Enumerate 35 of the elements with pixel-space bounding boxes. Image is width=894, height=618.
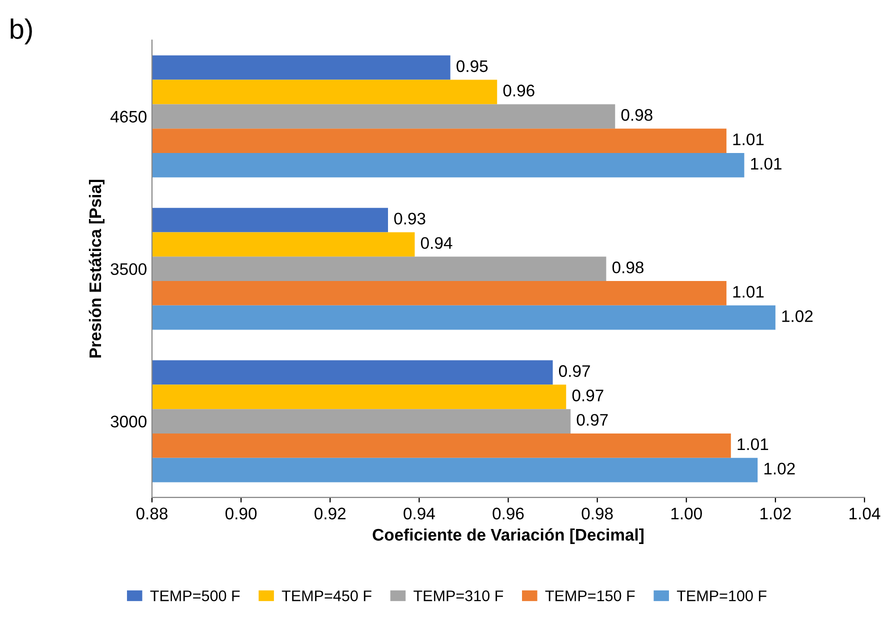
data-label: 1.02 bbox=[764, 462, 795, 475]
data-label: 0.96 bbox=[503, 84, 534, 96]
x-tick-label: 1.02 bbox=[760, 508, 791, 520]
data-label: 0.98 bbox=[612, 262, 644, 274]
data-label: 0.95 bbox=[456, 60, 488, 72]
x-tick-label: 0.96 bbox=[492, 508, 524, 520]
legend-label: TEMP=150 F bbox=[545, 590, 635, 602]
y-tick-label: 4650 bbox=[110, 110, 146, 123]
data-label: 0.97 bbox=[572, 390, 604, 402]
x-tick-label: 1.04 bbox=[850, 508, 880, 520]
x-tick-label: 0.90 bbox=[225, 508, 257, 520]
data-label: 1.01 bbox=[733, 133, 764, 146]
data-label: 0.94 bbox=[420, 237, 452, 249]
y-tick-label: 3500 bbox=[110, 263, 146, 276]
data-label: 0.97 bbox=[576, 414, 608, 426]
data-label: 1.01 bbox=[738, 438, 768, 450]
x-tick-label: 0.94 bbox=[404, 508, 435, 520]
y-axis-title: Presión Estática [Psia] bbox=[88, 180, 104, 358]
data-label: 1.01 bbox=[733, 286, 764, 298]
data-label: 1.02 bbox=[782, 310, 813, 322]
data-label: 0.98 bbox=[621, 109, 652, 121]
legend-label: TEMP=450 F bbox=[282, 590, 372, 602]
y-tick-label: 3000 bbox=[110, 416, 146, 428]
legend-label: TEMP=100 F bbox=[676, 590, 766, 602]
data-label: 0.97 bbox=[558, 365, 590, 377]
data-label: 1.01 bbox=[751, 158, 782, 170]
text: b) bbox=[10, 18, 32, 44]
x-axis-title: Coeficiente de Variación [Decimal] bbox=[372, 528, 644, 544]
legend-label: TEMP=500 F bbox=[150, 590, 240, 602]
data-label: 0.93 bbox=[394, 212, 426, 225]
x-tick-label: 1.00 bbox=[671, 508, 702, 520]
x-tick-label: 0.88 bbox=[136, 508, 168, 520]
x-tick-label: 0.98 bbox=[582, 508, 613, 520]
legend-label: TEMP=310 F bbox=[414, 590, 504, 602]
x-tick-label: 0.92 bbox=[314, 508, 346, 520]
